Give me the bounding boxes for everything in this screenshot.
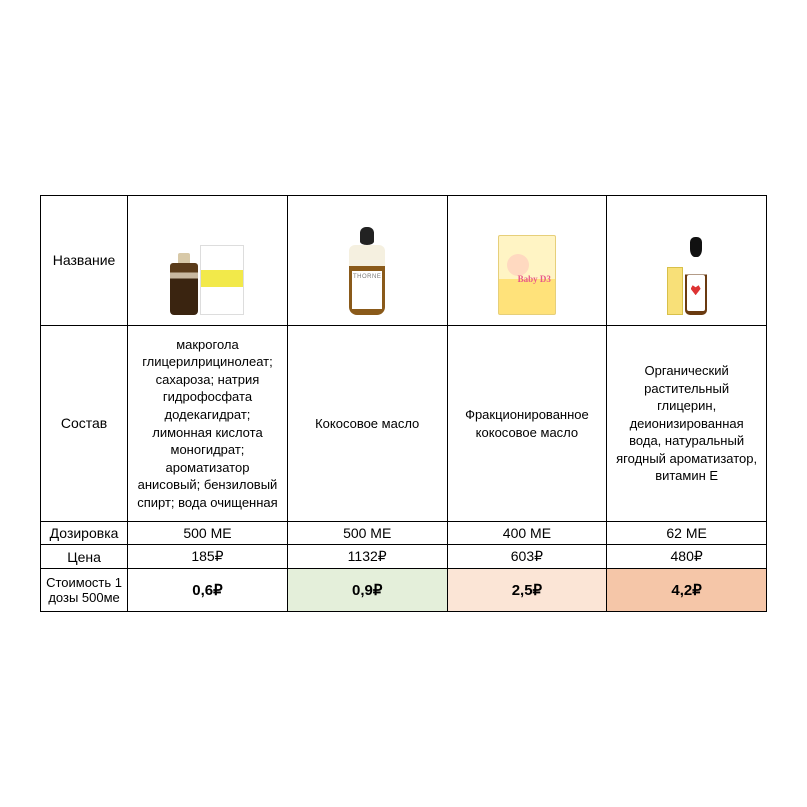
cost-3: 2,5₽ [447,569,607,612]
comparison-table-wrap: Название THORNE Baby D3 [0,165,807,642]
row-dosage: Дозировка 500 МЕ 500 МЕ 400 МЕ 62 МЕ [41,522,767,545]
composition-4: Органический растительный глицерин, деио… [607,325,767,521]
product-image-4 [607,195,767,325]
product-image-1 [128,195,288,325]
row-price: Цена 185₽ 1132₽ 603₽ 480₽ [41,545,767,569]
product-image-3: Baby D3 [447,195,607,325]
price-4: 480₽ [607,545,767,569]
dosage-1: 500 МЕ [128,522,288,545]
label-dosage: Дозировка [41,522,128,545]
row-cost-per-dose: Стоимость 1 дозы 500ме 0,6₽ 0,9₽ 2,5₽ 4,… [41,569,767,612]
baby-box-icon: Baby D3 [498,235,556,315]
dropper-bottle-icon: THORNE [349,245,385,315]
price-3: 603₽ [447,545,607,569]
dosage-2: 500 МЕ [287,522,447,545]
row-composition: Состав макрогола глицерилрицинолеат; сах… [41,325,767,521]
cost-4: 4,2₽ [607,569,767,612]
dosage-3: 400 МЕ [447,522,607,545]
composition-2: Кокосовое масло [287,325,447,521]
label-name: Название [41,195,128,325]
label-cost: Стоимость 1 дозы 500ме [41,569,128,612]
label-composition: Состав [41,325,128,521]
composition-1: макрогола глицерилрицинолеат; сахароза; … [128,325,288,521]
price-1: 185₽ [128,545,288,569]
small-box-icon [667,267,683,315]
row-name: Название THORNE Baby D3 [41,195,767,325]
dosage-4: 62 МЕ [607,522,767,545]
cost-1: 0,6₽ [128,569,288,612]
box-icon [200,245,244,315]
composition-3: Фракционированное кокосовое масло [447,325,607,521]
cost-2: 0,9₽ [287,569,447,612]
label-price: Цена [41,545,128,569]
comparison-table: Название THORNE Baby D3 [40,195,767,612]
price-2: 1132₽ [287,545,447,569]
dropper-bottle-icon [685,257,707,315]
bottle-icon [170,263,198,315]
product-image-2: THORNE [287,195,447,325]
